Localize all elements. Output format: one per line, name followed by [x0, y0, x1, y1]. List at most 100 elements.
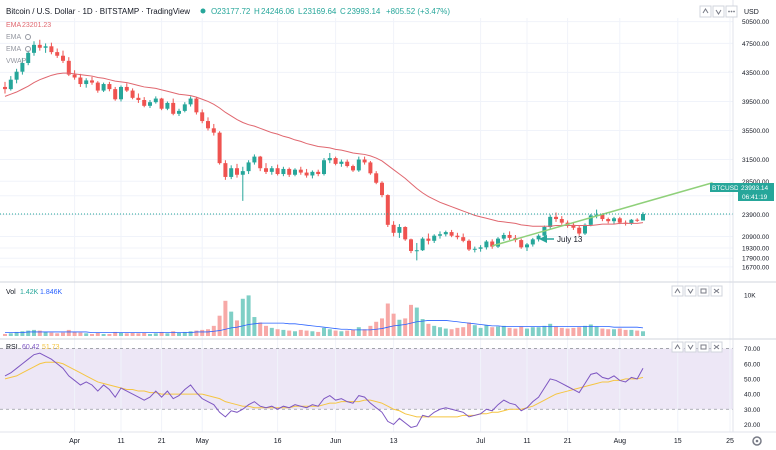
volume-bar — [293, 331, 297, 336]
volume-bar — [136, 333, 141, 336]
volume-bar — [113, 331, 118, 336]
arrow-down-icon[interactable] — [684, 341, 697, 353]
rsi-value: 60.42 — [22, 344, 40, 351]
volume-bar — [617, 328, 622, 336]
volume-bar — [339, 331, 344, 336]
candle-body — [43, 46, 48, 48]
volume-bar — [484, 325, 489, 336]
candle-body — [374, 173, 379, 183]
candle-body — [490, 241, 495, 247]
volume-bar — [153, 333, 158, 336]
volume-bar — [223, 300, 228, 336]
volume-bar — [327, 329, 332, 336]
volume-bar — [641, 331, 645, 336]
candle-body — [397, 227, 402, 233]
top-right-controls[interactable]: USD — [699, 5, 759, 18]
candle-body — [49, 46, 54, 53]
july-13-annotation[interactable]: July 13 — [539, 235, 583, 244]
candle-body — [380, 182, 384, 196]
arrow-up-icon[interactable] — [671, 341, 684, 353]
candle-body — [206, 121, 210, 129]
arrow-down-icon[interactable] — [684, 285, 697, 297]
candle-body — [449, 232, 454, 236]
volume-legend[interactable]: Vol 1.42K 1.846K — [6, 289, 63, 296]
time-tick-label: 21 — [158, 438, 166, 445]
gear-icon[interactable] — [752, 436, 762, 446]
symbol-legend[interactable]: Bitcoin / U.S. Dollar · 1D · BITSTAMP · … — [6, 7, 450, 16]
volume-bar — [362, 329, 367, 336]
volume-pane-controls[interactable] — [671, 285, 723, 297]
candle-body — [496, 238, 500, 247]
rsi-pane-controls[interactable] — [671, 341, 723, 353]
time-tick-label: 16 — [274, 438, 282, 445]
symbol-tag-text: BTCUSD — [712, 185, 739, 192]
maximize-icon[interactable] — [697, 341, 710, 353]
candle-body — [148, 102, 152, 106]
rsi-legend[interactable]: RSI 60.42 51.73 — [6, 344, 60, 351]
candle-body — [426, 238, 431, 241]
arrow-up-icon[interactable] — [671, 285, 684, 297]
volume-bar — [78, 332, 83, 336]
candle-body — [142, 100, 147, 106]
annotation-arrow-icon — [539, 235, 547, 243]
candle-body — [119, 86, 123, 100]
symbol-title: Bitcoin / U.S. Dollar · 1D · BITSTAMP · … — [6, 7, 190, 16]
more-icon — [730, 10, 733, 13]
volume-bar — [14, 331, 19, 336]
volume-bar — [525, 328, 529, 336]
eye-icon[interactable] — [25, 46, 31, 52]
arrow-down-icon[interactable] — [712, 5, 725, 18]
volume-bar — [438, 327, 442, 336]
candle-body — [612, 218, 616, 222]
volume-bar — [49, 332, 54, 336]
volume-bar — [420, 319, 425, 336]
rsi-tick-label: 50.00 — [744, 376, 761, 383]
candle-body — [368, 162, 373, 174]
candle-body — [229, 168, 234, 177]
price-tick-label: 39500.00 — [742, 99, 769, 106]
currency-label[interactable]: USD — [744, 9, 759, 16]
ema-line — [4, 72, 644, 227]
volume-bar — [490, 327, 495, 336]
volume-bar — [304, 330, 309, 336]
volume-bar — [90, 333, 94, 336]
volume-bar — [496, 326, 500, 336]
gear-icon — [755, 439, 759, 443]
volume-bar — [32, 329, 36, 336]
time-axis[interactable]: Apr 11 21 May 16 Jun 13 Jul 11 21 Aug 15 25 — [69, 438, 734, 445]
volume-bar — [240, 298, 245, 336]
volume-bar — [3, 333, 7, 336]
overlays — [0, 72, 733, 247]
rsi-axis[interactable]: 70.00 60.00 50.00 40.00 30.00 20.00 — [744, 346, 761, 429]
price-tick-label: 47500.00 — [742, 41, 769, 48]
last-price-tag[interactable]: BTCUSD 23993.14 06:41:19 — [710, 183, 774, 201]
arrow-up-icon[interactable] — [699, 5, 712, 18]
volume-bar — [177, 332, 181, 336]
volume-bar — [229, 311, 234, 336]
volume-tick-label: 10K — [744, 292, 756, 299]
volume-bar — [380, 318, 384, 336]
volume-bar — [8, 333, 13, 336]
candle-body — [26, 52, 31, 63]
candle-body — [525, 244, 529, 248]
eye-icon[interactable] — [25, 34, 31, 40]
candle-body — [113, 89, 118, 100]
rsi-tick-label: 60.00 — [744, 361, 761, 368]
volume-bar — [206, 329, 210, 336]
volume-bar — [554, 326, 558, 336]
volume-bar — [159, 331, 164, 336]
maximize-icon[interactable] — [697, 285, 710, 297]
volume-bar — [577, 327, 582, 336]
candle-body — [95, 82, 100, 91]
rsi-ma-value: 51.73 — [42, 344, 60, 351]
price-tag-countdown: 06:41:19 — [742, 194, 768, 201]
volume-bar — [188, 331, 193, 336]
volume-bar — [72, 331, 77, 336]
arrow-down-icon — [687, 288, 694, 294]
volume-ma-value: 1.846K — [40, 289, 63, 296]
indicator-legend[interactable]: EMA 23201.23 EMA EMA VWAP — [6, 22, 51, 65]
volume-axis[interactable]: 10K — [744, 292, 756, 299]
volume-bar — [397, 319, 402, 336]
candle-body — [478, 247, 483, 249]
